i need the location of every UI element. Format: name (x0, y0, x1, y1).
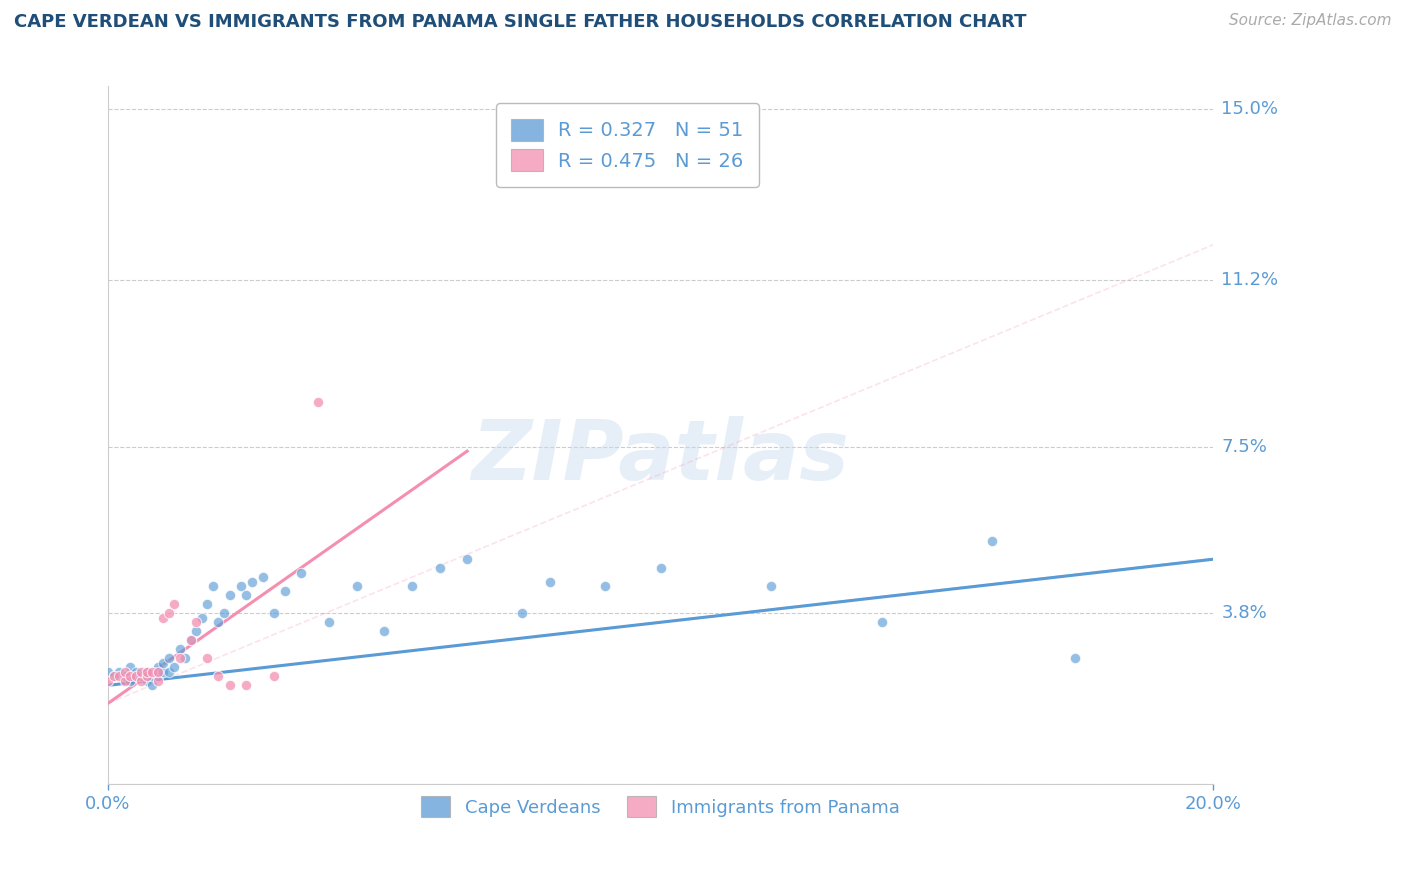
Point (180, 633, 202, 648)
Point (593, 579, 616, 593)
Point (141, 669, 163, 683)
Point (197, 651, 219, 665)
Point (163, 597, 186, 611)
Point (197, 597, 219, 611)
Text: 11.2%: 11.2% (1222, 271, 1278, 289)
Point (103, 669, 125, 683)
Point (429, 561, 451, 575)
Point (129, 673, 152, 688)
Point (146, 673, 169, 688)
Point (97, 673, 120, 688)
Point (538, 574, 561, 589)
Point (981, 534, 1004, 549)
Point (135, 673, 157, 688)
Point (157, 651, 180, 665)
Point (169, 651, 191, 665)
Text: 7.5%: 7.5% (1222, 438, 1267, 456)
Point (152, 611, 174, 625)
Point (129, 669, 152, 683)
Text: 3.8%: 3.8% (1222, 604, 1267, 623)
Point (180, 633, 202, 648)
Point (120, 660, 142, 674)
Point (263, 669, 285, 683)
Point (207, 615, 229, 630)
Point (290, 566, 312, 580)
Point (401, 579, 423, 593)
Text: Source: ZipAtlas.com: Source: ZipAtlas.com (1229, 13, 1392, 29)
Point (218, 588, 240, 602)
Point (240, 574, 263, 589)
Text: 15.0%: 15.0% (1222, 100, 1278, 118)
Point (207, 669, 229, 683)
Point (114, 665, 136, 679)
Point (870, 615, 893, 630)
Point (108, 669, 131, 683)
Point (157, 607, 180, 621)
Point (318, 615, 340, 630)
Point (120, 669, 142, 683)
Point (141, 665, 163, 679)
Point (152, 656, 174, 670)
Point (174, 651, 197, 665)
Point (135, 665, 157, 679)
Point (169, 642, 191, 657)
Point (456, 552, 478, 566)
Point (263, 607, 285, 621)
Point (114, 669, 136, 683)
Point (103, 669, 125, 683)
Point (346, 579, 368, 593)
Point (108, 665, 131, 679)
Point (1064, 651, 1087, 665)
Text: CAPE VERDEAN VS IMMIGRANTS FROM PANAMA SINGLE FATHER HOUSEHOLDS CORRELATION CHAR: CAPE VERDEAN VS IMMIGRANTS FROM PANAMA S… (14, 13, 1026, 31)
Point (235, 588, 257, 602)
Point (124, 669, 146, 683)
Point (124, 665, 146, 679)
Point (235, 678, 257, 692)
Point (512, 607, 534, 621)
Point (229, 579, 252, 593)
Point (191, 611, 214, 625)
Point (201, 579, 224, 593)
Point (307, 394, 329, 409)
Point (650, 561, 672, 575)
Point (373, 624, 395, 639)
Point (97, 665, 120, 679)
Point (759, 579, 782, 593)
Point (129, 665, 152, 679)
Point (114, 673, 136, 688)
Point (141, 678, 163, 692)
Point (135, 665, 157, 679)
Point (157, 665, 180, 679)
Point (212, 607, 235, 621)
Point (146, 665, 169, 679)
Legend: Cape Verdeans, Immigrants from Panama: Cape Verdeans, Immigrants from Panama (415, 789, 907, 824)
Point (146, 660, 169, 674)
Point (252, 570, 274, 584)
Point (186, 615, 208, 630)
Point (163, 660, 186, 674)
Point (186, 624, 208, 639)
Point (218, 678, 240, 692)
Point (120, 673, 142, 688)
Text: ZIPatlas: ZIPatlas (471, 416, 849, 497)
Point (124, 669, 146, 683)
Point (152, 665, 174, 679)
Point (135, 669, 157, 683)
Point (274, 583, 297, 598)
Point (146, 669, 169, 683)
